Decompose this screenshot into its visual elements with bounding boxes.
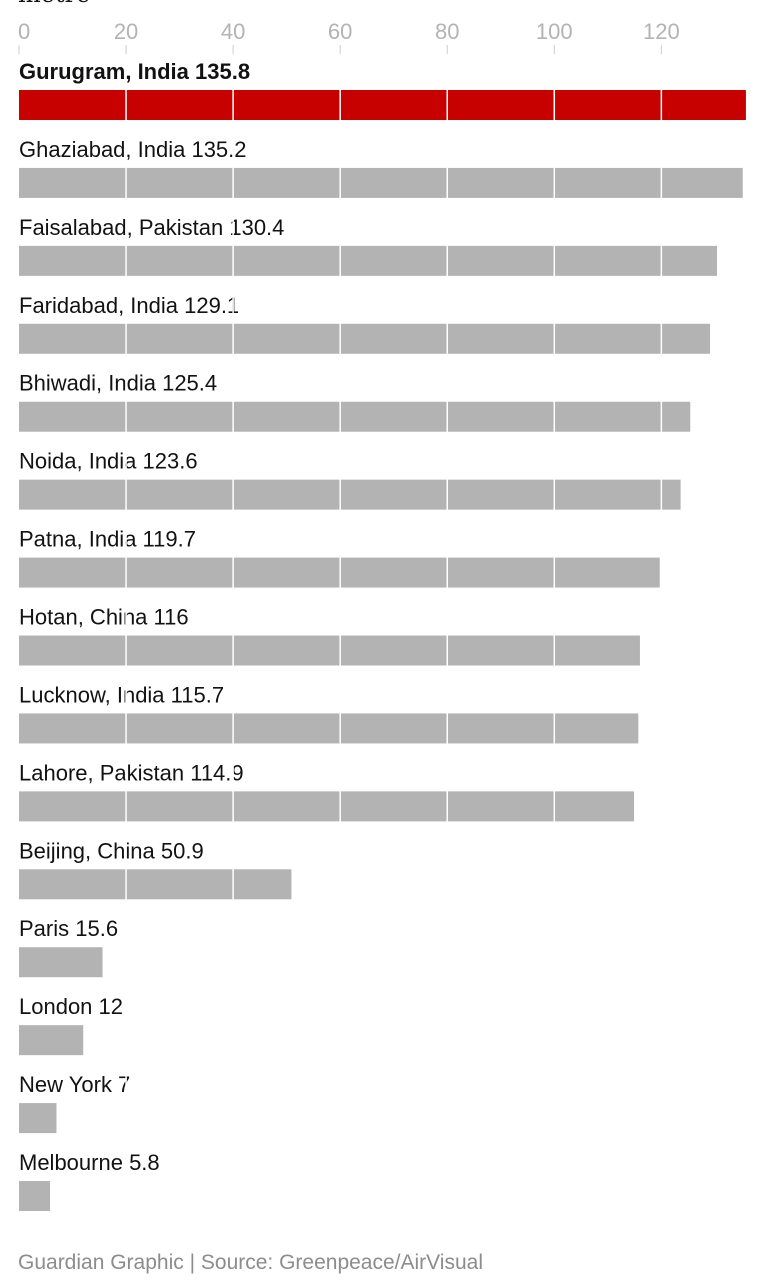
bar	[19, 869, 292, 900]
bar	[19, 1103, 57, 1134]
bar	[19, 323, 711, 354]
x-tick-label: 40	[221, 19, 245, 44]
bar-label: Faridabad, India 129.1	[19, 293, 239, 318]
bar-label: Ghaziabad, India 135.2	[19, 137, 247, 162]
bar-label: Bhiwadi, India 125.4	[19, 371, 217, 396]
bar-label: New York 7	[19, 1072, 130, 1097]
bar-label: Patna, India 119.7	[19, 527, 196, 552]
bar-label: Noida, India 123.6	[19, 449, 198, 474]
bar	[19, 557, 660, 588]
source-note: Guardian Graphic | Source: Greenpeace/Ai…	[18, 1251, 483, 1274]
bar-label: Gurugram, India 135.8	[19, 59, 250, 84]
bar	[19, 713, 639, 744]
bar-label: Hotan, China 116	[19, 605, 189, 630]
x-tick-label: 60	[328, 19, 352, 44]
bar	[19, 90, 746, 120]
bar-label: Paris 15.6	[19, 916, 118, 941]
bar-label: Beijing, China 50.9	[19, 838, 204, 863]
bar	[19, 167, 743, 198]
x-tick-label: 120	[643, 19, 680, 44]
bar-label: Melbourne 5.8	[19, 1150, 160, 1175]
bar	[19, 1181, 51, 1212]
x-tick-label: 80	[435, 19, 459, 44]
bar-label: Lucknow, India 115.7	[19, 682, 224, 707]
x-tick-label: 20	[114, 19, 138, 44]
bar-label: Faisalabad, Pakistan 130.4	[19, 215, 284, 240]
unit-title-fragment: metre	[18, 0, 90, 8]
bar	[19, 947, 103, 978]
bar	[19, 1025, 84, 1056]
bar-label: London 12	[19, 994, 123, 1019]
x-tick-label: 100	[536, 19, 573, 44]
bar	[19, 635, 640, 666]
x-tick-label: 0	[18, 19, 30, 44]
bar	[19, 245, 718, 276]
bar-label: Lahore, Pakistan 114.9	[19, 760, 244, 785]
bar	[19, 479, 681, 510]
bar	[19, 791, 635, 822]
bar	[19, 401, 691, 432]
